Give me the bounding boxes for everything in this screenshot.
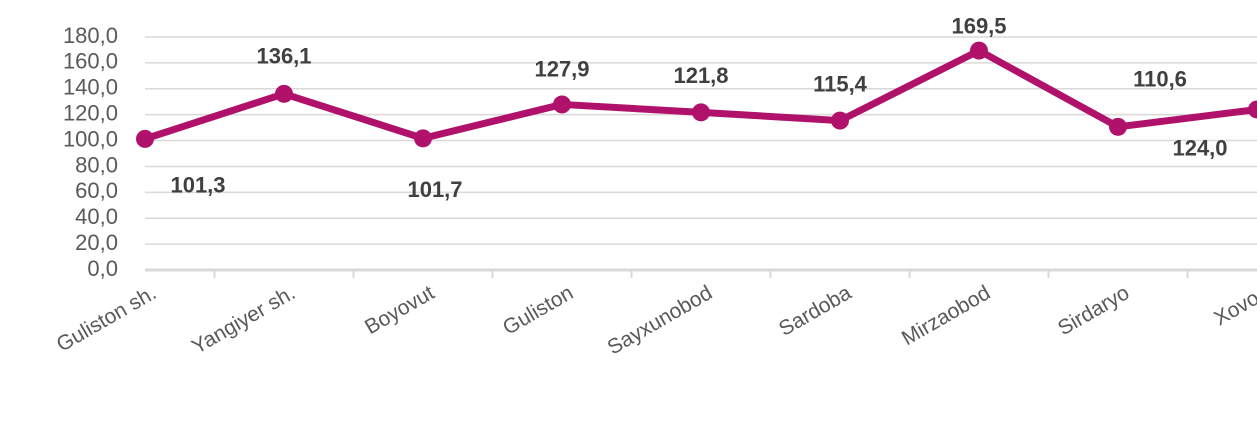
- y-tick-label: 80,0: [75, 152, 118, 177]
- y-tick-label: 160,0: [63, 49, 118, 74]
- y-tick-label: 180,0: [63, 23, 118, 48]
- data-label: 169,5: [951, 13, 1006, 38]
- y-tick-label: 20,0: [75, 230, 118, 255]
- y-tick-label: 0,0: [87, 256, 118, 281]
- x-tick-label: Boyovut: [361, 281, 438, 339]
- x-tick-label: Guliston sh.: [53, 281, 161, 356]
- data-label: 124,0: [1172, 135, 1227, 160]
- data-label: 115,4: [813, 71, 868, 96]
- point: [692, 103, 710, 122]
- x-tick-label: Xovos: [1210, 281, 1257, 330]
- y-tick-label: 100,0: [63, 126, 118, 151]
- point: [414, 129, 432, 148]
- x-tick-label: Sirdaryo: [1054, 281, 1133, 340]
- point: [831, 111, 849, 130]
- point: [553, 95, 571, 114]
- x-tick-label: Sardoba: [775, 281, 856, 341]
- x-tick-label: Sayxunobod: [604, 281, 717, 359]
- y-tick-label: 60,0: [75, 178, 118, 203]
- data-label: 121,8: [673, 63, 728, 88]
- point: [275, 84, 293, 103]
- data-label: 101,3: [170, 173, 225, 198]
- point: [1109, 117, 1127, 136]
- point: [136, 129, 154, 148]
- point: [1248, 100, 1257, 119]
- y-tick-label: 120,0: [63, 100, 118, 125]
- x-tick-label: Yangiyer sh.: [188, 281, 299, 359]
- point: [970, 41, 988, 60]
- data-label: 110,6: [1133, 67, 1187, 92]
- data-label: 101,7: [407, 177, 462, 202]
- data-label: 127,9: [534, 56, 589, 81]
- y-tick-label: 40,0: [75, 204, 118, 229]
- x-tick-label: Guliston: [499, 281, 577, 339]
- data-label: 136,1: [256, 44, 311, 69]
- y-tick-label: 140,0: [63, 75, 118, 100]
- x-tick-label: Mirzaobod: [898, 281, 994, 350]
